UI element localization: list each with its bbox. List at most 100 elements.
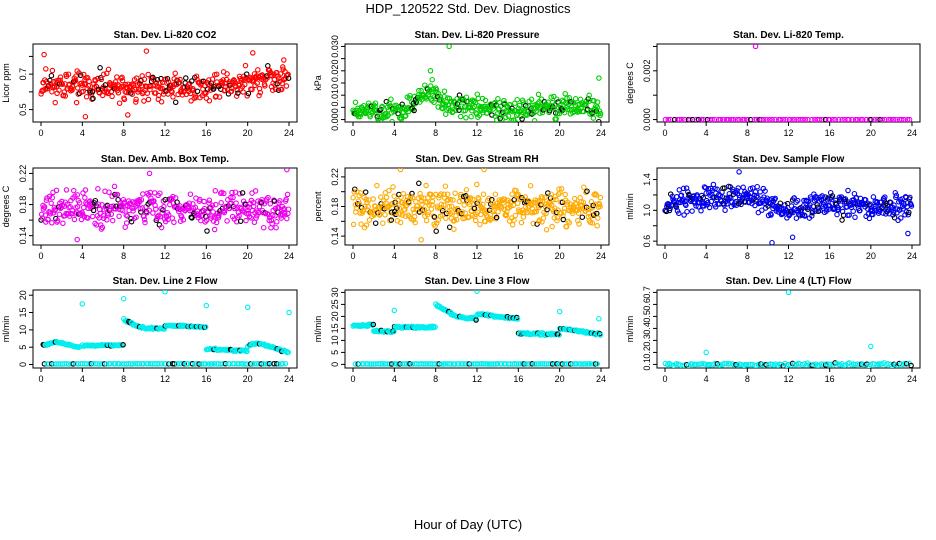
panel-2: Stan. Dev. Li-820 Pressure kPa 0 4 8 12 16 20 24…: [313, 30, 610, 138]
data-point: [702, 185, 709, 191]
data-point: [514, 316, 521, 322]
panel-8: Stan. Dev. Line 3 Flow ml/min 0 4 8 12 16 20 24 0…: [313, 276, 610, 384]
data-point: [374, 110, 380, 116]
data-point: [819, 116, 825, 122]
x-tick-label: 12: [160, 128, 170, 138]
y-tick-label: 1.0: [642, 204, 652, 217]
y-tick-label: 5: [18, 345, 28, 350]
data-point: [245, 210, 252, 217]
points-layer: [350, 290, 604, 367]
data-point: [106, 189, 112, 195]
data-point: [463, 115, 469, 121]
data-point: [101, 215, 107, 222]
y-axis-label: ml/min: [1, 316, 11, 343]
data-point: [116, 361, 122, 367]
y-tick-label: 0.2: [642, 346, 652, 359]
panel-title: Stan. Dev. Li-820 Temp.: [733, 30, 844, 41]
data-point: [251, 219, 258, 226]
x-tick-label: 8: [745, 251, 750, 261]
data-point: [416, 180, 422, 187]
data-point: [183, 75, 189, 81]
data-point: [720, 116, 727, 122]
data-point: [197, 196, 203, 203]
data-point: [517, 361, 524, 367]
data-point: [92, 197, 99, 204]
data-point: [43, 66, 49, 72]
y-tick-label: 25: [330, 299, 340, 309]
data-point: [257, 89, 264, 96]
y-tick-label: 0.14: [330, 227, 340, 245]
x-tick-label: 24: [284, 374, 294, 384]
data-point: [108, 88, 115, 95]
data-point: [112, 191, 118, 198]
data-point: [509, 222, 516, 228]
data-point: [352, 99, 359, 106]
data-point: [372, 100, 379, 106]
data-point: [789, 234, 796, 241]
data-point: [438, 191, 444, 197]
data-point: [734, 116, 740, 122]
panel-title: Stan. Dev. Line 2 Flow: [113, 276, 218, 287]
data-point: [46, 193, 53, 200]
data-point: [151, 190, 158, 196]
data-point: [555, 361, 562, 367]
data-point: [891, 214, 898, 221]
data-point: [158, 224, 165, 231]
data-point: [860, 116, 866, 122]
data-point: [389, 200, 396, 207]
data-point: [777, 200, 784, 206]
data-point: [473, 111, 480, 117]
data-point: [533, 208, 540, 215]
data-point: [39, 215, 46, 221]
data-point: [528, 96, 535, 103]
data-point: [503, 103, 510, 109]
data-point: [197, 217, 204, 224]
x-tick-label: 24: [907, 128, 917, 138]
data-point: [850, 208, 856, 214]
data-point: [188, 98, 194, 104]
data-point: [157, 190, 163, 196]
data-point: [472, 99, 479, 106]
y-tick-label: 0.010: [330, 84, 340, 107]
data-point: [682, 198, 688, 205]
plot-frame: [656, 289, 921, 369]
data-point: [589, 220, 596, 226]
data-point: [514, 96, 520, 103]
data-point: [357, 113, 363, 120]
data-point: [264, 75, 270, 81]
x-tick-label: 4: [392, 128, 397, 138]
data-point: [757, 189, 763, 195]
data-point: [168, 88, 174, 94]
data-point: [128, 218, 135, 225]
data-point: [351, 189, 357, 195]
data-point: [53, 361, 60, 367]
data-point: [363, 196, 369, 203]
data-point: [268, 217, 275, 224]
x-tick-label: 20: [555, 128, 565, 138]
y-axis-label: percent: [313, 191, 323, 222]
data-point: [444, 191, 451, 197]
data-point: [502, 196, 508, 202]
data-point: [441, 202, 447, 208]
data-point: [82, 187, 89, 193]
data-point: [189, 78, 195, 84]
data-point: [133, 75, 140, 81]
y-axis-label: ml/min: [625, 193, 635, 220]
x-tick-label: 16: [201, 374, 211, 384]
data-point: [252, 74, 259, 80]
data-point: [474, 181, 480, 188]
data-point: [216, 213, 222, 219]
data-point: [388, 361, 395, 367]
data-point: [69, 210, 75, 217]
y-axis-label: ml/min: [313, 316, 323, 343]
plot-frame: [656, 43, 921, 123]
data-point: [172, 99, 179, 106]
panel-1: Stan. Dev. Li-820 CO2 Licor ppm 0 4 8 12 16 20 2…: [1, 30, 298, 138]
data-point: [441, 88, 448, 95]
data-point: [510, 202, 517, 209]
data-point: [594, 361, 600, 367]
data-point: [870, 211, 876, 218]
data-point: [558, 106, 565, 112]
data-point: [868, 116, 874, 122]
data-point: [85, 215, 91, 221]
